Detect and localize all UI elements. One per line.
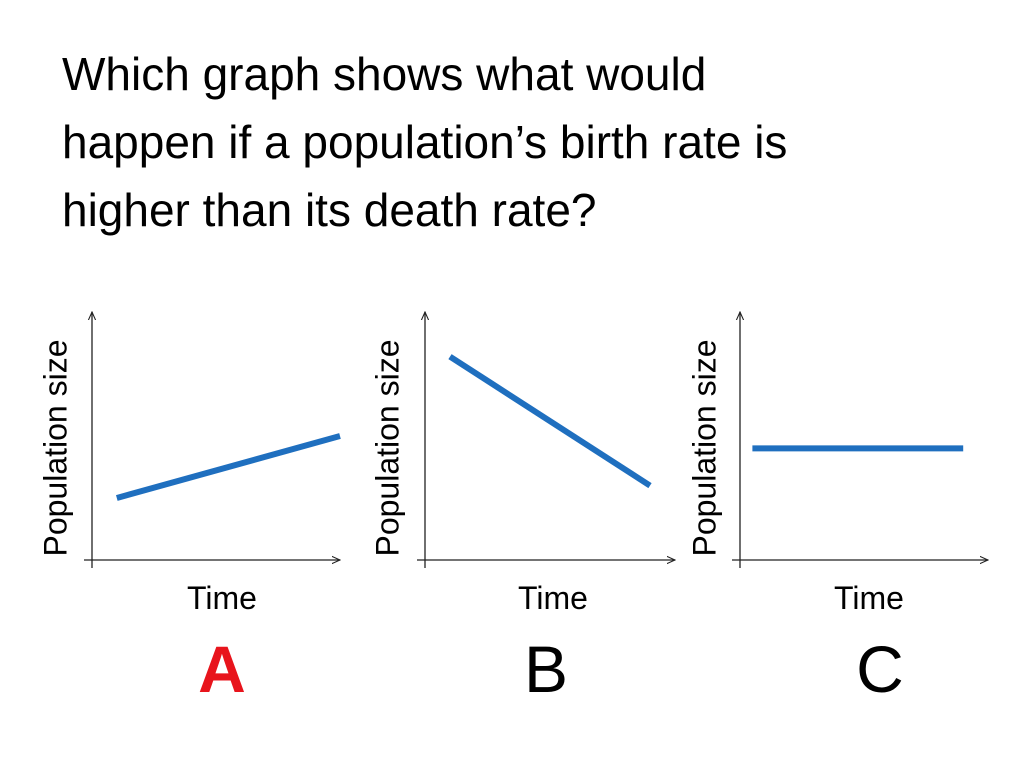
chart-b-y-axis-label: Population size <box>369 339 405 556</box>
chart-a-option-letter: A <box>198 632 246 706</box>
chart-a-x-axis-label: Time <box>187 580 257 616</box>
chart-b-x-axis-label: Time <box>518 580 588 616</box>
chart-b: Population size Time B <box>369 312 675 706</box>
chart-b-option-letter: B <box>524 632 568 706</box>
question-text: Which graph shows what would happen if a… <box>62 40 962 244</box>
chart-a-series-line <box>115 433 341 501</box>
chart-c-y-axis-label: Population size <box>686 339 722 556</box>
chart-c-x-axis-label: Time <box>834 580 904 616</box>
chart-a: Population size Time A <box>37 312 340 706</box>
question-line-3: higher than its death rate? <box>62 184 597 236</box>
chart-c-option-letter: C <box>856 632 904 706</box>
chart-a-y-axis-label: Population size <box>37 339 73 556</box>
question-line-2: happen if a population’s birth rate is <box>62 116 788 168</box>
question-line-1: Which graph shows what would <box>62 48 707 100</box>
chart-c: Population size Time C <box>686 312 988 706</box>
chart-b-series-line <box>448 354 652 489</box>
